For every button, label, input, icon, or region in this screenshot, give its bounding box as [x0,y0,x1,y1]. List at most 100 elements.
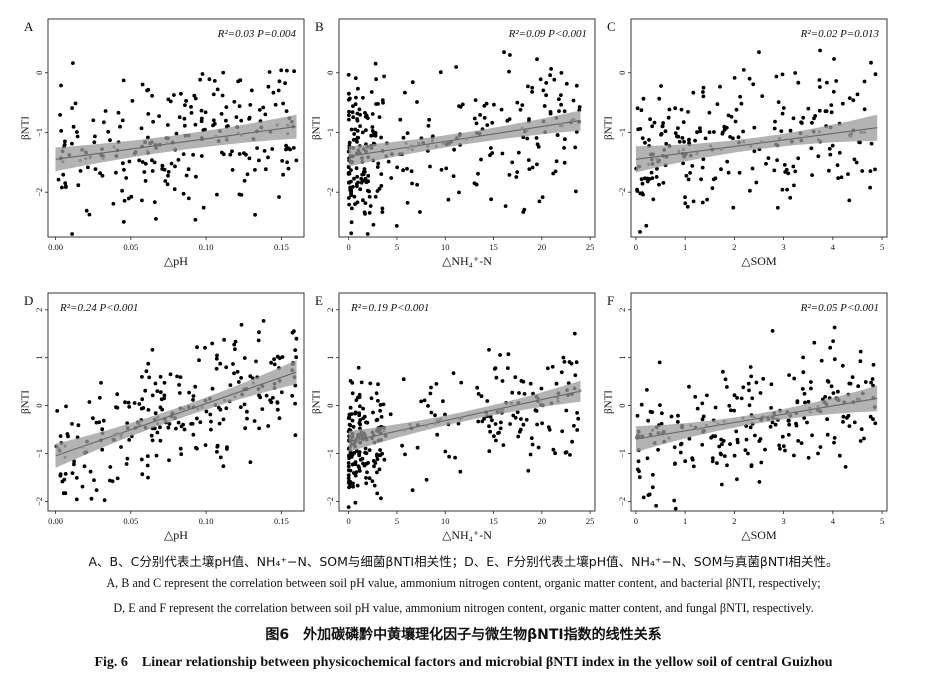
data-point [233,347,237,352]
data-point [237,104,242,109]
data-point [835,163,840,168]
data-point [361,198,365,203]
data-point [375,417,380,422]
fitted-point [63,455,67,459]
x-tick-label: 1 [683,516,687,526]
data-point [698,126,702,131]
panel-label: A [24,19,34,34]
data-point [743,448,748,452]
data-point [805,420,809,425]
regression-line [55,371,297,457]
y-tick-label: 2 [617,308,627,312]
data-point [709,435,713,440]
data-point [405,166,409,171]
fitted-point [808,410,812,414]
fitted-point [61,160,65,164]
fitted-point [509,401,513,405]
data-point [145,463,150,468]
data-point [429,410,434,415]
data-point [351,484,355,489]
data-point [687,384,691,389]
data-point [537,199,542,204]
data-point [841,414,846,419]
data-point [224,365,229,370]
data-point [855,92,860,97]
data-point [120,118,125,123]
data-point [640,136,645,141]
data-point [97,395,102,400]
data-point [675,420,680,424]
data-point [356,135,361,140]
data-point [71,61,75,65]
data-point [238,78,243,83]
fitted-point [84,157,88,161]
data-point [349,127,354,132]
data-point [451,371,456,376]
data-point [370,479,375,483]
data-point [405,200,410,205]
data-point [209,419,213,424]
data-point [516,150,521,155]
data-point [529,436,534,441]
y-tick-label: 0 [617,403,627,407]
data-point [701,157,706,162]
data-point [162,380,167,385]
data-point [713,405,718,410]
data-point [657,360,662,365]
data-point [294,158,299,163]
data-point [723,377,728,382]
data-point [352,132,357,136]
data-point [801,115,806,120]
data-point [150,169,155,173]
data-point [679,107,684,112]
data-point [705,393,709,398]
fitted-point [409,144,413,148]
data-point [262,149,267,153]
data-point [489,146,493,150]
data-point [757,480,762,484]
data-point [162,167,167,172]
data-point [247,156,252,161]
data-point [127,438,132,442]
data-point [681,120,686,124]
data-point [61,491,66,496]
data-point [852,157,857,162]
data-point [683,195,687,200]
data-point [291,146,296,150]
data-point [380,206,385,211]
fitted-point [200,405,204,409]
fitted-point [430,139,434,143]
data-point [573,145,578,150]
data-point [715,102,720,106]
data-point [204,409,209,414]
data-point [443,449,448,454]
x-axis-label: △pH [164,528,188,542]
data-point [238,405,243,409]
data-point [700,442,705,447]
data-point [573,373,578,378]
data-point [511,413,516,418]
data-point [377,467,382,472]
y-axis-label: βNTI [20,116,32,140]
data-point [711,177,716,182]
x-tick-label: 20 [538,516,547,526]
data-point [533,408,538,413]
data-point [739,101,744,106]
data-point [266,155,270,160]
data-point [690,456,695,461]
plot-frame [47,18,305,238]
data-point [198,77,203,82]
data-point [218,455,223,460]
data-point [476,392,481,396]
data-point [747,76,752,81]
x-axis-label: △NH₄⁺-N [442,254,492,268]
data-point [78,169,83,173]
data-point [658,403,662,407]
data-point [146,87,151,92]
data-point [770,420,775,425]
data-point [735,477,739,482]
data-point [271,90,276,95]
data-point [562,146,566,150]
data-point [124,462,129,466]
data-point [847,424,852,428]
